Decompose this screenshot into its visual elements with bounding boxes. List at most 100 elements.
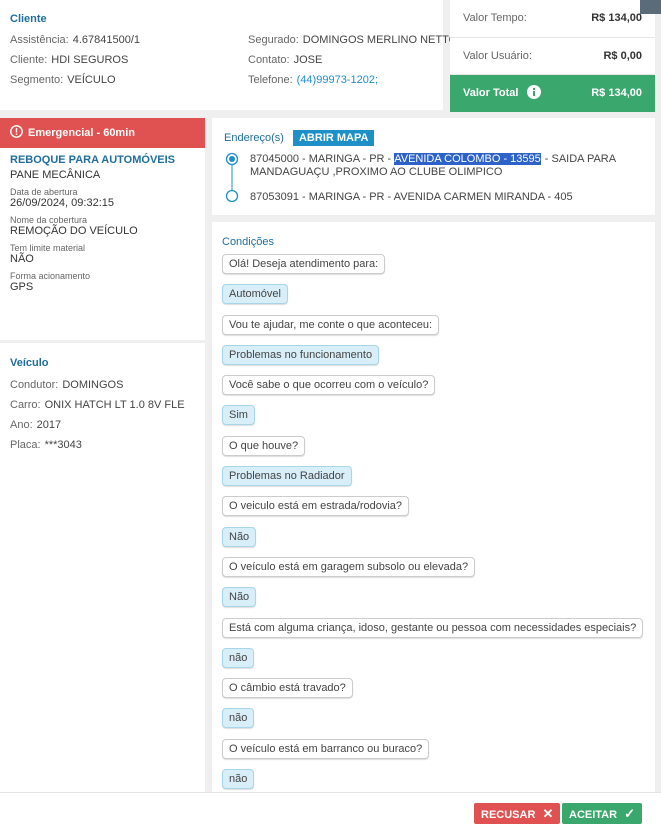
chat: Olá! Deseja atendimento para: Automóvel Vo… xyxy=(222,254,645,792)
client-card: Cliente Assistência: 4.67841500/1 Cliente:… xyxy=(0,0,457,110)
message-row: Olá! Deseja atendimento para: xyxy=(222,254,645,284)
field-value: NÃO xyxy=(10,253,34,265)
field-value: HDI SEGUROS xyxy=(51,54,129,66)
origin-highlight: AVENIDA COLOMBO - 13595 xyxy=(394,153,541,165)
field-row: Ano: 2017 xyxy=(10,415,195,435)
field-value: REMOÇÃO DO VEÍCULO xyxy=(10,225,138,237)
field-label: Forma acionamento xyxy=(10,271,91,281)
origin-address: 87045000 - MARINGA - PR - AVENIDA COLOMBO… xyxy=(250,153,650,179)
answer-bubble: não xyxy=(222,769,255,790)
conditions-title: Condições xyxy=(222,236,274,248)
answer-bubble: Automóvel xyxy=(222,284,288,305)
message-row: não xyxy=(222,769,645,792)
route-line xyxy=(225,152,239,202)
field-label: Data de abertura xyxy=(10,187,78,197)
field-value: DOMINGOS MERLINO NETTO xyxy=(302,34,458,46)
client-title: Cliente xyxy=(10,13,47,25)
answer-bubble: Sim xyxy=(222,405,255,426)
field-label: Segurado: xyxy=(248,34,299,46)
message-row: Problemas no Radiador xyxy=(222,466,645,496)
answer-bubble: Não xyxy=(222,587,257,608)
field-label: Contato: xyxy=(248,54,290,66)
field-row: Segmento: VEÍCULO xyxy=(10,70,140,90)
message-row: O veiculo está em estrada/rodovia? xyxy=(222,496,645,526)
field-value: VEÍCULO xyxy=(67,74,116,86)
value-row: Valor Usuário: R$ 0,00 xyxy=(450,38,655,75)
service-subtitle: PANE MECÂNICA xyxy=(10,169,101,181)
field-label: Segmento: xyxy=(10,74,64,86)
total-label: Valor Total xyxy=(463,87,519,99)
question-bubble: O veículo está em garagem subsolo ou ele… xyxy=(222,556,476,577)
message-row: Não xyxy=(222,526,645,557)
message-row: Problemas no funcionamento xyxy=(222,344,645,375)
service-card: Emergencial - 60min REBOQUE PARA AUTOMÓV… xyxy=(0,118,205,340)
field-value: ONIX HATCH LT 1.0 8V FLE xyxy=(44,399,185,411)
vehicle-card: Veículo Condutor: DOMINGOS Carro: ONIX HATC… xyxy=(0,343,205,792)
field-row: Telefone: (44)99973-1202; xyxy=(248,70,457,90)
field-label: Carro: xyxy=(10,399,41,411)
message-row: O câmbio está travado? xyxy=(222,678,645,708)
field-value: 4.67841500/1 xyxy=(72,34,140,46)
answer-bubble: Problemas no funcionamento xyxy=(222,344,380,365)
field-row: Carro: ONIX HATCH LT 1.0 8V FLE xyxy=(10,395,195,415)
field-label: Condutor: xyxy=(10,379,59,391)
origin-prefix: 87045000 - MARINGA - PR - xyxy=(250,153,392,165)
client-left: Assistência: 4.67841500/1 Cliente: HDI SEGU… xyxy=(10,30,140,90)
field-label: Telefone: xyxy=(248,74,293,86)
question-bubble: O que houve? xyxy=(222,435,306,456)
answer-bubble: não xyxy=(222,708,255,729)
notification-button[interactable] xyxy=(640,0,661,14)
message-row: Não xyxy=(222,587,645,617)
values-list: Valor Tempo: R$ 134,00 Valor Usuário: R$ 0,… xyxy=(450,0,655,75)
question-bubble: Olá! Deseja atendimento para: xyxy=(222,254,386,274)
address-card: Endereço(s) ABRIR MAPA 87045000 - MARING… xyxy=(212,118,655,215)
question-bubble: O veículo está em barranco ou buraco? xyxy=(222,738,430,759)
values-card: Valor Tempo: R$ 134,00 Valor Usuário: R$ 0,… xyxy=(450,0,655,112)
message-row: O que houve? xyxy=(222,435,645,466)
value-label: Valor Tempo: xyxy=(463,12,527,24)
origin-suffix: - SAIDA PARA MANDAGUAÇU ,PROXIMO AO CLUB… xyxy=(250,153,616,178)
message-row: Automóvel xyxy=(222,284,645,314)
message-row: Você sabe o que ocorreu com o veículo? xyxy=(222,375,645,405)
field-row: Contato: JOSE xyxy=(248,50,457,70)
reject-label: RECUSAR xyxy=(481,809,536,821)
field-value: GPS xyxy=(10,281,34,293)
badge-text: Emergencial - 60min xyxy=(28,127,135,139)
field-row: Assistência: 4.67841500/1 xyxy=(10,30,140,50)
value-label: Valor Usuário: xyxy=(463,49,532,62)
question-bubble: O câmbio está travado? xyxy=(222,678,353,699)
destination-address: 87053091 - MARINGA - PR - AVENIDA CARMEN… xyxy=(250,191,573,203)
question-bubble: Você sabe o que ocorreu com o veículo? xyxy=(222,375,436,396)
field-value: ***3043 xyxy=(44,439,82,451)
field-value: 2017 xyxy=(36,419,62,431)
field-row: Condutor: DOMINGOS xyxy=(10,375,195,395)
field-label: Cliente: xyxy=(10,54,48,66)
total-value: R$ 134,00 xyxy=(591,87,642,99)
message-row: Vou te ajudar, me conte o que aconteceu: xyxy=(222,314,645,345)
value-amount: R$ 134,00 xyxy=(591,12,642,24)
client-right: Segurado: DOMINGOS MERLINO NETTO Contato: J… xyxy=(248,30,457,90)
urgency-badge: Emergencial - 60min xyxy=(0,118,205,148)
total-row: Valor Total R$ 134,00 xyxy=(450,75,655,112)
reject-button[interactable]: RECUSAR ✕ xyxy=(474,803,561,824)
open-map-button[interactable]: ABRIR MAPA xyxy=(292,130,375,146)
answer-bubble: Problemas no Radiador xyxy=(222,466,352,487)
field-label: Ano: xyxy=(10,419,33,431)
field-row: Segurado: DOMINGOS MERLINO NETTO xyxy=(248,30,457,50)
conditions-card: Condições Olá! Deseja atendimento para: A… xyxy=(212,222,655,792)
message-row: não xyxy=(222,647,645,678)
field-value: (44)99973-1202; xyxy=(296,74,378,86)
field-row: Placa: ***3043 xyxy=(10,435,195,455)
field-label: Nome da cobertura xyxy=(10,215,88,225)
service-title: REBOQUE PARA AUTOMÓVEIS xyxy=(10,154,176,166)
value-amount: R$ 0,00 xyxy=(603,49,642,62)
accept-label: ACEITAR xyxy=(569,809,618,821)
value-row: Valor Tempo: R$ 134,00 xyxy=(450,0,655,38)
address-title: Endereço(s) xyxy=(224,132,284,144)
message-row: O veículo está em barranco ou buraco? xyxy=(222,738,645,769)
accept-button[interactable]: ACEITAR ✓ xyxy=(562,803,643,824)
answer-bubble: Não xyxy=(222,526,257,547)
message-row: O veículo está em garagem subsolo ou ele… xyxy=(222,556,645,587)
question-bubble: Está com alguma criança, idoso, gestante… xyxy=(222,617,644,638)
field-label: Placa: xyxy=(10,439,41,451)
